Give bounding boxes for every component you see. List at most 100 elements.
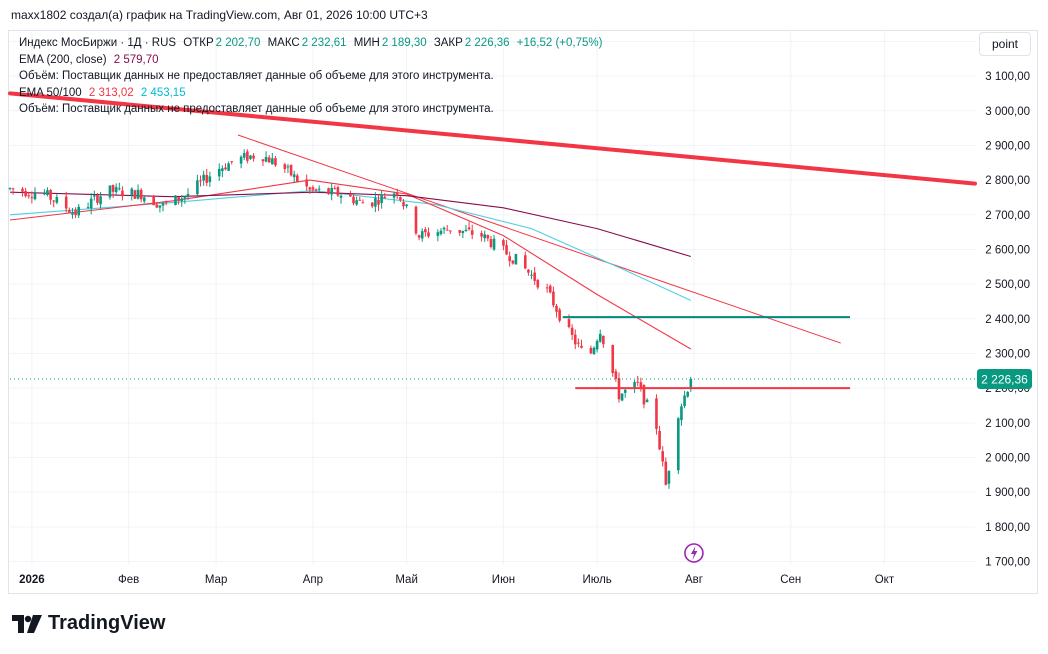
candle[interactable]	[552, 286, 555, 308]
candle[interactable]	[8, 187, 12, 191]
candle[interactable]	[224, 163, 227, 171]
candle[interactable]	[395, 188, 399, 200]
candle[interactable]	[183, 195, 187, 204]
candle[interactable]	[242, 149, 246, 161]
candle[interactable]	[383, 192, 387, 199]
candle[interactable]	[414, 205, 418, 236]
candle[interactable]	[111, 184, 115, 199]
long-trendline[interactable]	[8, 91, 977, 186]
candle[interactable]	[636, 376, 640, 387]
candle[interactable]	[89, 193, 93, 215]
candle[interactable]	[130, 187, 134, 201]
candle[interactable]	[514, 253, 518, 265]
candle[interactable]	[21, 186, 24, 197]
candle[interactable]	[680, 403, 683, 426]
tradingview-logo[interactable]: TradingView	[12, 612, 165, 635]
candle[interactable]	[502, 238, 505, 251]
candle[interactable]	[399, 196, 402, 202]
candle[interactable]	[405, 204, 408, 209]
candle[interactable]	[202, 170, 205, 186]
candle[interactable]	[589, 345, 593, 355]
candle[interactable]	[108, 185, 112, 200]
candle[interactable]	[205, 168, 209, 187]
candle[interactable]	[68, 207, 71, 214]
candle[interactable]	[186, 188, 190, 200]
candle[interactable]	[533, 267, 536, 286]
candle[interactable]	[308, 186, 312, 194]
candle[interactable]	[43, 189, 46, 196]
candle[interactable]	[620, 393, 624, 402]
candle[interactable]	[336, 185, 340, 197]
candle[interactable]	[164, 200, 168, 206]
candle[interactable]	[152, 194, 155, 206]
candle[interactable]	[327, 187, 330, 195]
candle[interactable]	[252, 153, 255, 162]
candle[interactable]	[52, 200, 56, 208]
candle[interactable]	[27, 191, 31, 199]
legend-ema200-row[interactable]: EMA (200, close) 2 579,70	[19, 52, 602, 69]
candle[interactable]	[49, 188, 52, 205]
candle[interactable]	[330, 183, 333, 201]
candle[interactable]	[24, 187, 27, 198]
candle[interactable]	[305, 174, 308, 191]
candle[interactable]	[77, 203, 81, 219]
candle[interactable]	[595, 339, 599, 353]
candle[interactable]	[74, 207, 77, 219]
candle[interactable]	[339, 193, 343, 204]
candle[interactable]	[555, 303, 558, 318]
candle[interactable]	[217, 163, 221, 181]
candle[interactable]	[311, 185, 315, 192]
legend-ohlc-row[interactable]: Индекс МосБиржи · 1Д · RUS ОТКР 2 202,70 …	[19, 35, 602, 52]
candle[interactable]	[392, 191, 396, 204]
candle[interactable]	[623, 388, 627, 398]
candle[interactable]	[664, 457, 668, 486]
candle[interactable]	[508, 251, 511, 267]
candle[interactable]	[655, 394, 658, 435]
candle[interactable]	[96, 192, 99, 206]
candle[interactable]	[177, 196, 180, 205]
candle[interactable]	[86, 202, 90, 209]
candle[interactable]	[486, 234, 490, 242]
candle[interactable]	[161, 201, 165, 212]
chart-frame[interactable]	[8, 30, 1038, 594]
candle[interactable]	[292, 170, 296, 184]
candle[interactable]	[523, 251, 527, 270]
candle[interactable]	[142, 195, 146, 204]
candle[interactable]	[317, 185, 321, 193]
candle[interactable]	[121, 186, 124, 201]
candle[interactable]	[221, 165, 224, 178]
candle[interactable]	[505, 239, 508, 256]
candle[interactable]	[577, 338, 580, 348]
candle[interactable]	[33, 187, 37, 201]
candle[interactable]	[199, 175, 202, 187]
candle[interactable]	[352, 193, 355, 206]
candle[interactable]	[492, 234, 496, 251]
candle[interactable]	[196, 174, 199, 197]
candle[interactable]	[548, 284, 552, 294]
candle[interactable]	[99, 191, 102, 209]
ema-200-line[interactable]	[9, 191, 691, 258]
candle[interactable]	[536, 279, 540, 290]
candle[interactable]	[530, 270, 533, 280]
candle[interactable]	[461, 230, 465, 239]
candle[interactable]	[658, 425, 661, 451]
legend-ema50100-row[interactable]: EMA 50/100 2 313,02 2 453,15	[19, 85, 602, 102]
candle[interactable]	[380, 190, 383, 209]
candle[interactable]	[424, 227, 427, 237]
candle[interactable]	[480, 230, 483, 242]
candle[interactable]	[592, 346, 596, 356]
candle[interactable]	[489, 235, 493, 249]
candle[interactable]	[374, 192, 377, 213]
candle[interactable]	[573, 329, 577, 350]
candle[interactable]	[249, 154, 252, 160]
candle[interactable]	[602, 335, 605, 348]
candle[interactable]	[46, 187, 49, 197]
candle[interactable]	[570, 324, 574, 340]
candle[interactable]	[208, 171, 212, 187]
candle[interactable]	[683, 390, 686, 409]
candle[interactable]	[370, 202, 374, 209]
candle[interactable]	[445, 224, 449, 231]
candle[interactable]	[246, 149, 249, 164]
candle[interactable]	[558, 307, 561, 323]
